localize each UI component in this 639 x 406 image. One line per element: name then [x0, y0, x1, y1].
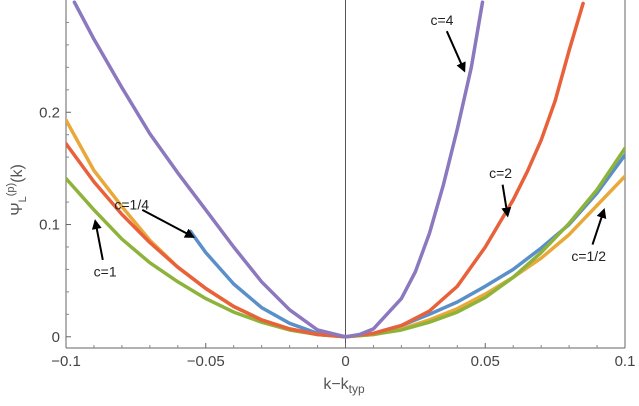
annotation-arrow-c-2 [501, 184, 512, 218]
series-line-c-4 [72, 0, 485, 339]
x-tick-label: −0.05 [187, 353, 225, 370]
annotation-label-c-1: c=1 [94, 264, 117, 280]
y-axis-label: ΨL(p)(k) [5, 164, 29, 216]
axis-ticks: −0.1 −0.05 0 0.05 0.1 0 0.1 0.2 [39, 21, 636, 370]
annotation-label-c-1-2: c=1/2 [571, 248, 606, 264]
annotation-label-c-1-4: c=1/4 [114, 196, 149, 212]
x-axis-label-sub: typ [349, 382, 365, 396]
annotation-label-c-4: c=4 [430, 12, 453, 28]
y-tick-label: 0.1 [39, 217, 60, 234]
x-tick-label: −0.1 [51, 353, 81, 370]
annotation-arrow-c-1-2 [591, 208, 607, 245]
y-axis-label-sub: L [17, 196, 29, 202]
y-axis-label-sup: (p) [5, 183, 17, 196]
y-axis-label-tail: (k) [9, 164, 26, 183]
y-axis-label-main: Ψ [9, 202, 26, 215]
annotation-arrow-c-4 [445, 30, 466, 73]
x-tick-label: 0.05 [471, 353, 500, 370]
plot-frame [65, 0, 626, 349]
y-tick-label: 0.2 [39, 104, 60, 121]
series-layer [66, 0, 625, 339]
x-tick-label: 0.1 [615, 353, 636, 370]
series-line-c-1-4 [188, 153, 625, 339]
annotation-label-c-2: c=2 [489, 165, 512, 181]
x-axis-label-main: k−k [323, 376, 349, 393]
annotation-arrow-c-1 [91, 219, 104, 261]
x-tick-label: 0 [341, 353, 349, 370]
x-axis-label: k−ktyp [323, 376, 365, 396]
annotations: c=1/4 c=1 c=4 c=2 c=1/2 [91, 12, 607, 280]
y-tick-label: 0 [52, 329, 60, 346]
annotation-arrow-c-1-4 [141, 209, 195, 238]
